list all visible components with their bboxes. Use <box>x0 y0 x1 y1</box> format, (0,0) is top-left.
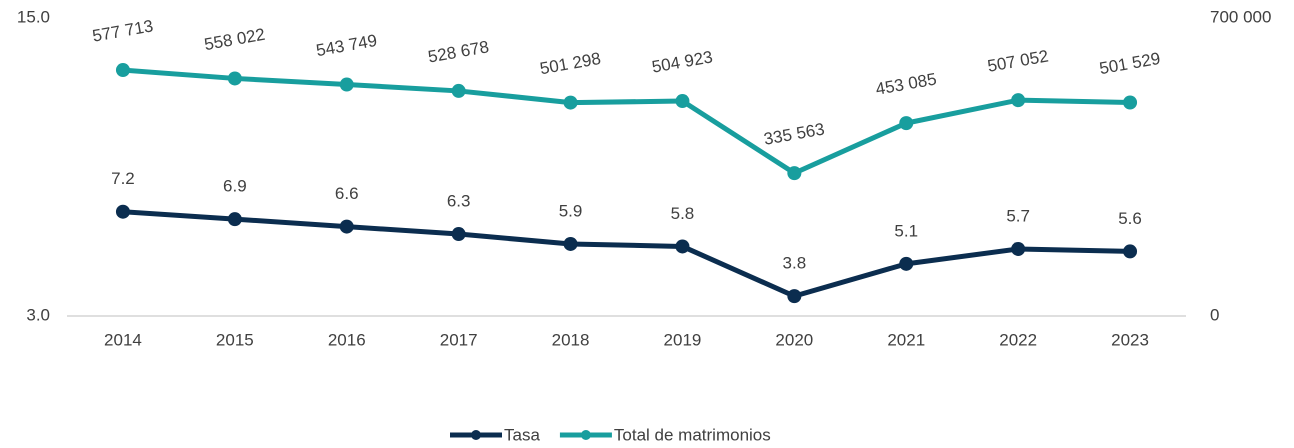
y-tick-label: 3.0 <box>26 305 50 324</box>
series-line <box>122 209 1131 299</box>
data-point <box>675 94 690 109</box>
data-label: 6.3 <box>447 192 471 211</box>
x-tick-label: 2022 <box>999 330 1037 349</box>
data-point <box>899 256 914 271</box>
data-label: 501 298 <box>538 49 602 78</box>
x-tick-label: 2018 <box>552 330 590 349</box>
data-label: 335 563 <box>762 119 826 148</box>
x-tick-label: 2021 <box>887 330 925 349</box>
legend-label: Tasa <box>504 425 540 444</box>
legend-label: Total de matrimonios <box>614 425 771 444</box>
data-label: 504 923 <box>650 47 714 76</box>
data-point <box>787 289 802 304</box>
x-tick-label: 2015 <box>216 330 254 349</box>
data-label: 558 022 <box>203 25 267 54</box>
data-point <box>1123 95 1138 110</box>
data-label: 7.2 <box>111 169 135 188</box>
data-label: 528 678 <box>427 37 491 66</box>
data-point <box>1011 241 1026 256</box>
data-label: 5.8 <box>671 204 695 223</box>
y2-tick-label: 700 000 <box>1210 7 1271 26</box>
y-tick-label: 15.0 <box>17 7 50 26</box>
series-line <box>122 67 1131 176</box>
data-point <box>227 212 242 227</box>
data-label: 5.7 <box>1006 206 1030 225</box>
y2-tick-label: 0 <box>1210 305 1219 324</box>
data-label: 501 529 <box>1098 49 1162 78</box>
x-tick-label: 2023 <box>1111 330 1149 349</box>
data-point <box>563 236 578 251</box>
data-label: 453 085 <box>874 69 938 98</box>
x-tick-label: 2020 <box>775 330 813 349</box>
data-label: 543 749 <box>315 31 379 60</box>
legend-marker <box>580 430 591 440</box>
x-tick-label: 2014 <box>104 330 142 349</box>
data-point <box>563 95 578 110</box>
data-point <box>787 166 802 181</box>
data-label: 6.6 <box>335 184 359 203</box>
data-label: 507 052 <box>986 46 1050 75</box>
data-point <box>1011 93 1026 108</box>
legend-marker <box>471 430 481 440</box>
data-point <box>227 71 242 86</box>
data-point <box>115 204 130 219</box>
x-tick-label: 2016 <box>328 330 366 349</box>
data-label: 577 713 <box>91 16 155 45</box>
x-tick-label: 2019 <box>664 330 702 349</box>
data-point <box>1123 244 1138 259</box>
data-point <box>451 227 466 242</box>
data-label: 6.9 <box>223 177 247 196</box>
data-point <box>675 239 690 254</box>
data-point <box>115 63 130 78</box>
data-label: 5.9 <box>559 201 583 220</box>
x-tick-label: 2017 <box>440 330 478 349</box>
data-label: 5.1 <box>894 221 918 240</box>
data-point <box>899 116 914 131</box>
data-point <box>451 83 466 98</box>
data-point <box>339 77 354 92</box>
data-label: 5.6 <box>1118 209 1142 228</box>
data-point <box>339 219 354 234</box>
data-label: 3.8 <box>783 254 807 273</box>
